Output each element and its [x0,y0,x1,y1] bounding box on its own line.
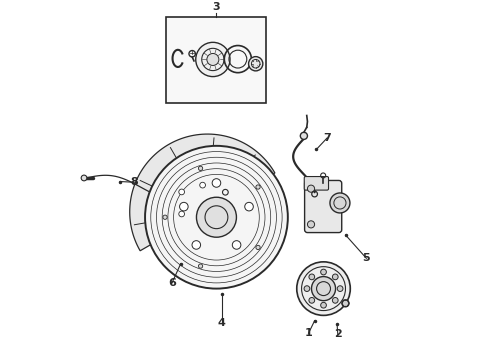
Circle shape [332,274,338,280]
Circle shape [212,179,220,187]
Circle shape [179,202,188,211]
Circle shape [200,218,205,224]
Text: 8: 8 [130,177,138,187]
Circle shape [309,297,315,303]
FancyBboxPatch shape [304,176,328,190]
Text: 6: 6 [168,278,176,288]
Circle shape [148,199,154,205]
Polygon shape [130,134,275,251]
Circle shape [320,269,326,275]
Circle shape [312,276,336,301]
Text: 2: 2 [334,329,342,339]
Circle shape [198,166,203,171]
FancyBboxPatch shape [305,180,342,233]
Circle shape [179,189,185,195]
Text: 1: 1 [305,328,313,338]
Circle shape [297,262,350,315]
Circle shape [145,146,288,289]
Circle shape [159,166,234,240]
Text: 3: 3 [213,2,220,12]
Circle shape [320,302,326,308]
Text: 4: 4 [218,318,226,328]
Circle shape [330,193,350,213]
Circle shape [185,191,209,215]
Circle shape [196,42,230,77]
Circle shape [192,241,200,249]
Circle shape [304,286,310,292]
Circle shape [196,197,237,237]
Circle shape [307,185,315,192]
Circle shape [207,54,219,66]
Text: 5: 5 [363,253,370,263]
Circle shape [342,300,349,307]
Circle shape [168,165,173,171]
Circle shape [245,202,253,211]
Circle shape [256,185,260,189]
Circle shape [256,245,260,249]
Circle shape [215,152,220,158]
Circle shape [300,132,307,139]
Circle shape [248,57,263,71]
Circle shape [232,241,241,249]
Circle shape [309,274,315,280]
Circle shape [307,221,315,228]
Circle shape [81,175,87,181]
Circle shape [200,182,205,188]
Bar [167,17,267,103]
Circle shape [163,215,167,219]
Circle shape [332,297,338,303]
Circle shape [213,200,219,206]
Circle shape [198,264,203,268]
Circle shape [337,286,343,292]
Text: 7: 7 [323,133,331,143]
Circle shape [179,211,185,217]
